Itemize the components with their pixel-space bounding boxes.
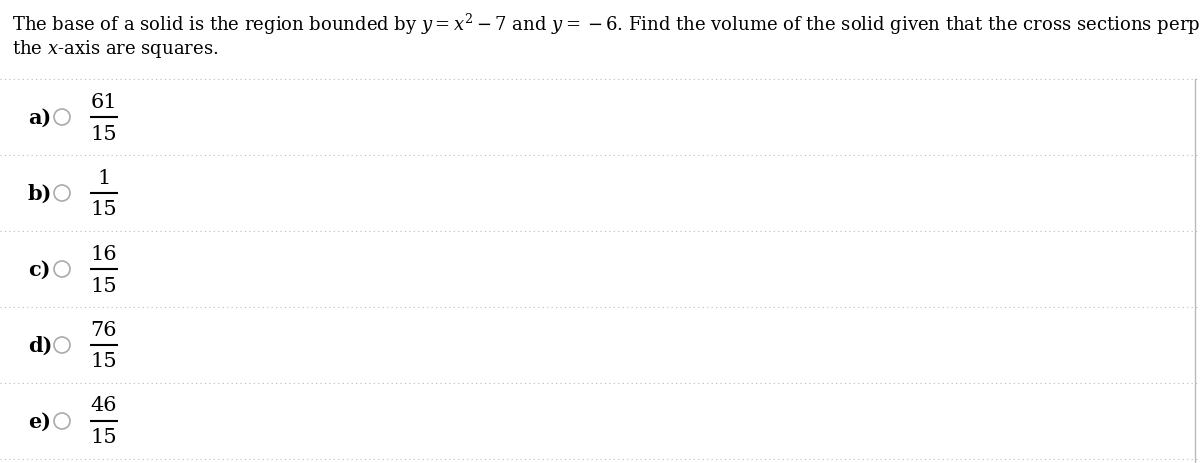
Text: c): c) — [28, 259, 50, 279]
Text: The base of a solid is the region bounded by $y = x^2 - 7$ and $y = -6$. Find th: The base of a solid is the region bounde… — [12, 12, 1200, 37]
Text: 15: 15 — [91, 124, 118, 143]
Text: 15: 15 — [91, 200, 118, 219]
Text: 15: 15 — [91, 352, 118, 371]
Text: 15: 15 — [91, 276, 118, 295]
Text: d): d) — [28, 335, 53, 355]
Text: the $x$-axis are squares.: the $x$-axis are squares. — [12, 38, 218, 60]
Text: 16: 16 — [91, 244, 118, 263]
Text: b): b) — [28, 184, 53, 204]
Text: 61: 61 — [91, 92, 118, 111]
Text: 15: 15 — [91, 427, 118, 446]
Text: 46: 46 — [91, 396, 118, 414]
Text: e): e) — [28, 411, 50, 431]
Text: a): a) — [28, 108, 52, 128]
Text: 1: 1 — [97, 168, 110, 187]
Text: 76: 76 — [91, 320, 118, 339]
